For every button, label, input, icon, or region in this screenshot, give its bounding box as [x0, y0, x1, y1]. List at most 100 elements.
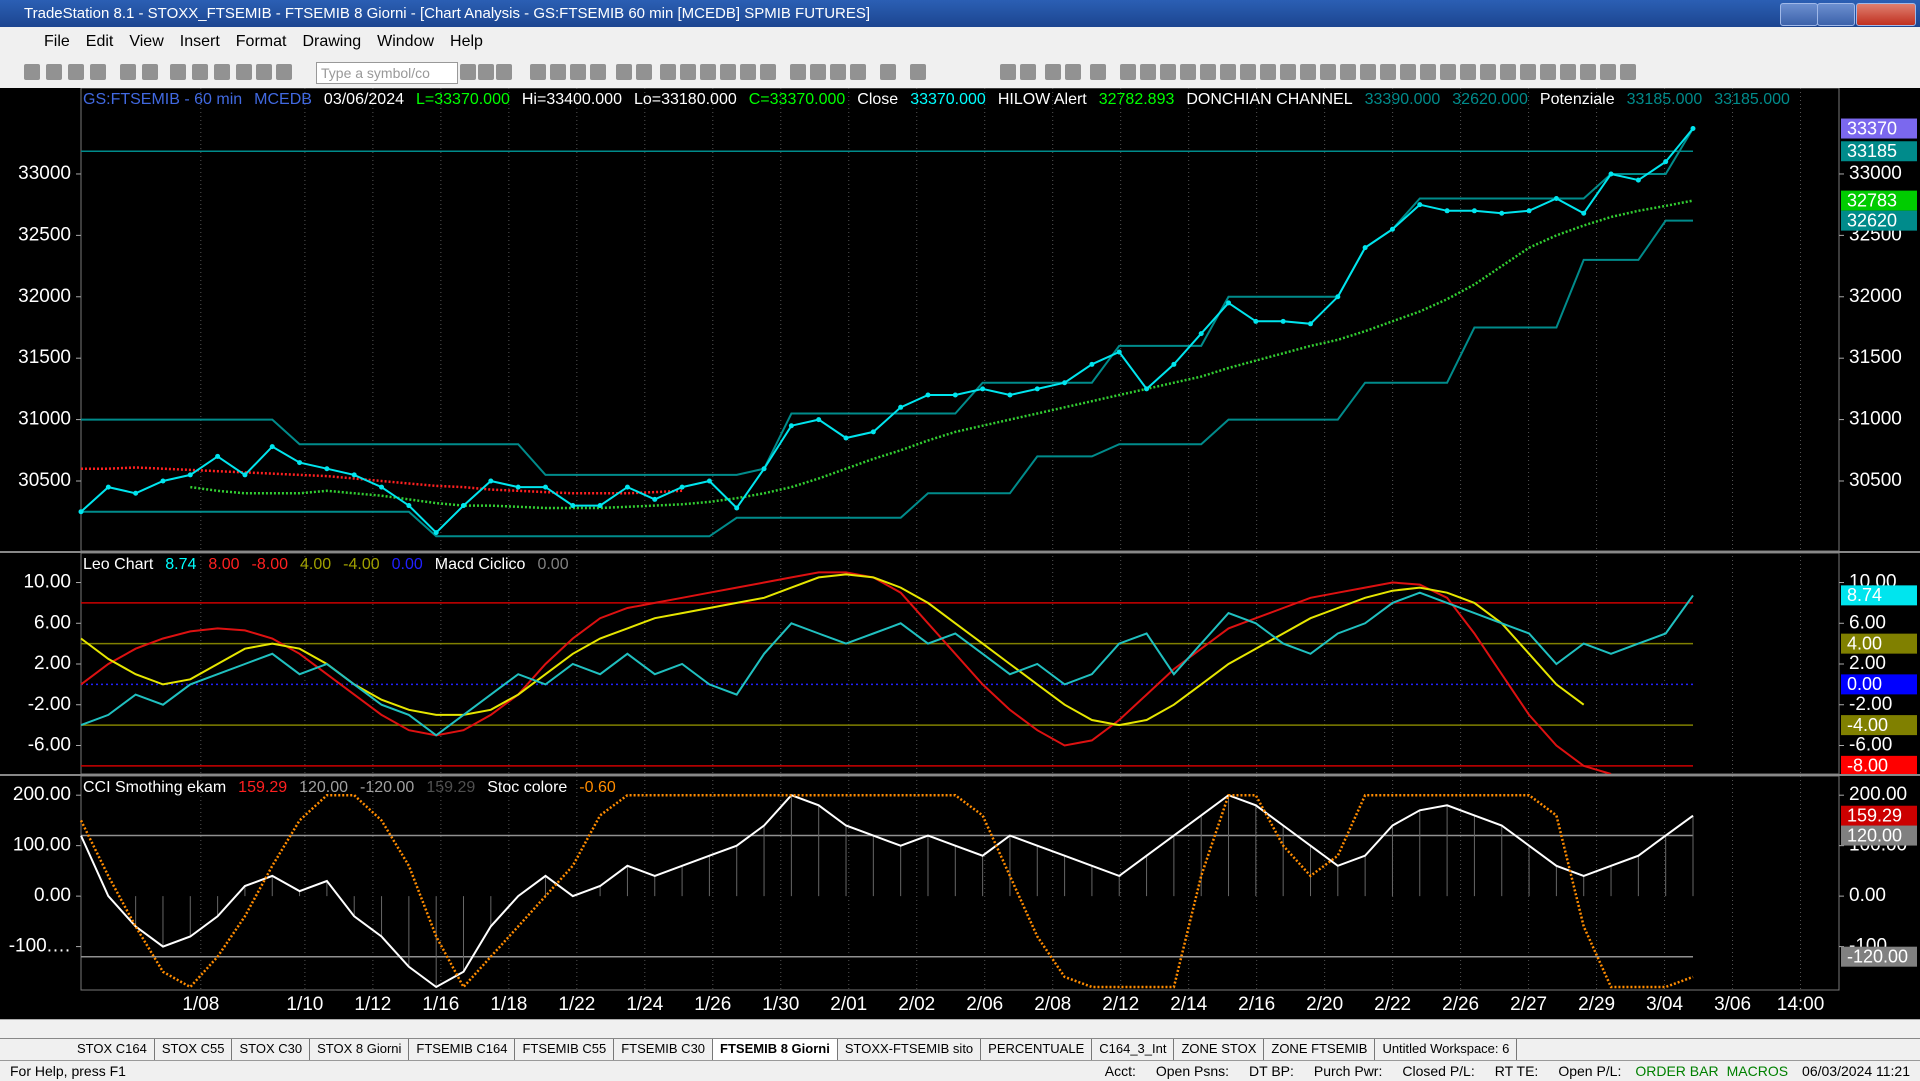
toolbar-button[interactable]	[616, 64, 632, 80]
workspace-tab[interactable]: STOX 8 Giorni	[310, 1039, 410, 1060]
maximize-button[interactable]	[1817, 3, 1855, 26]
toolbar-button[interactable]	[170, 64, 186, 80]
toolbar-button[interactable]	[1620, 64, 1636, 80]
toolbar-button[interactable]	[1360, 64, 1376, 80]
toolbar-button[interactable]	[1600, 64, 1616, 80]
toolbar-button[interactable]	[700, 64, 716, 80]
workspace-tab[interactable]: STOX C164	[70, 1039, 155, 1060]
toolbar-button[interactable]	[1260, 64, 1276, 80]
toolbar-button[interactable]	[276, 64, 292, 80]
toolbar-button[interactable]	[660, 64, 676, 80]
menu-item[interactable]: Edit	[85, 33, 114, 50]
toolbar-button[interactable]	[1065, 64, 1081, 80]
menu-item[interactable]: Insert	[179, 33, 220, 50]
toolbar-button[interactable]	[1180, 64, 1196, 80]
toolbar-button[interactable]	[550, 64, 566, 80]
toolbar-button[interactable]	[1120, 64, 1136, 80]
workspace-tab[interactable]: ZONE STOX	[1174, 1039, 1265, 1060]
toolbar-button[interactable]	[790, 64, 806, 80]
toolbar-button[interactable]	[214, 64, 230, 80]
status-bar: For Help, press F1 Acct: Open Psns: DT BP: P…	[0, 1060, 1920, 1081]
workspace-tab[interactable]: Untitled Workspace: 6	[1375, 1039, 1518, 1060]
toolbar-button[interactable]	[1200, 64, 1216, 80]
toolbar-button[interactable]	[1340, 64, 1356, 80]
toolbar-button[interactable]	[192, 64, 208, 80]
toolbar-button[interactable]	[460, 64, 476, 80]
toolbar-button[interactable]	[760, 64, 776, 80]
toolbar-button[interactable]	[910, 64, 926, 80]
workspace-tab[interactable]: STOX C30	[232, 1039, 311, 1060]
toolbar-button[interactable]	[1500, 64, 1516, 80]
toolbar-button[interactable]	[570, 64, 586, 80]
value-box-label: 0.00	[1847, 674, 1882, 694]
toolbar-button[interactable]	[1090, 64, 1106, 80]
minimize-button[interactable]	[1780, 3, 1818, 26]
close-button[interactable]	[1856, 3, 1916, 26]
workspace-tab[interactable]: FTSEMIB C55	[515, 1039, 615, 1060]
price-dot	[133, 490, 139, 496]
toolbar-button[interactable]	[142, 64, 158, 80]
toolbar-button[interactable]	[496, 64, 512, 80]
toolbar-button[interactable]	[68, 64, 84, 80]
toolbar-button[interactable]	[1140, 64, 1156, 80]
menu-item[interactable]: View	[129, 33, 164, 50]
toolbar-button[interactable]	[256, 64, 272, 80]
toolbar-button[interactable]	[120, 64, 136, 80]
toolbar-button[interactable]	[1320, 64, 1336, 80]
workspace-tab[interactable]: ZONE FTSEMIB	[1264, 1039, 1376, 1060]
menu-item[interactable]: Format	[235, 33, 287, 50]
workspace-tab[interactable]: FTSEMIB C164	[409, 1039, 516, 1060]
scrollbar[interactable]	[0, 1019, 1920, 1039]
toolbar-button[interactable]	[1045, 64, 1061, 80]
workspace-tab[interactable]: C164_3_Int	[1092, 1039, 1175, 1060]
toolbar-button[interactable]	[850, 64, 866, 80]
toolbar-button[interactable]	[720, 64, 736, 80]
symbol-input[interactable]: Type a symbol/co	[316, 62, 458, 84]
price-dot	[433, 530, 439, 536]
menu-item[interactable]: File	[44, 33, 70, 50]
toolbar-button[interactable]	[740, 64, 756, 80]
toolbar-button[interactable]	[810, 64, 826, 80]
toolbar-button[interactable]	[590, 64, 606, 80]
toolbar-button[interactable]	[1460, 64, 1476, 80]
workspace-tab[interactable]: FTSEMIB C30	[614, 1039, 714, 1060]
toolbar-button[interactable]	[1220, 64, 1236, 80]
toolbar-button[interactable]	[1280, 64, 1296, 80]
toolbar-button[interactable]	[530, 64, 546, 80]
toolbar-button[interactable]	[880, 64, 896, 80]
toolbar-button[interactable]	[1440, 64, 1456, 80]
toolbar-button[interactable]	[90, 64, 106, 80]
workspace-tab[interactable]: FTSEMIB 8 Giorni	[713, 1039, 838, 1060]
toolbar-button[interactable]	[1420, 64, 1436, 80]
toolbar-button[interactable]	[1240, 64, 1256, 80]
toolbar-button[interactable]	[1000, 64, 1016, 80]
workspace-tab[interactable]: STOXX-FTSEMIB sito	[838, 1039, 982, 1060]
toolbar-button[interactable]	[1380, 64, 1396, 80]
price-dot	[1526, 208, 1532, 214]
toolbar-button[interactable]	[680, 64, 696, 80]
status-field: Open P/L:	[1558, 1063, 1622, 1079]
status-field: Purch Pwr:	[1313, 1063, 1383, 1079]
toolbar-button[interactable]	[1400, 64, 1416, 80]
menu-item[interactable]: Drawing	[302, 33, 362, 50]
toolbar-button[interactable]	[636, 64, 652, 80]
workspace-tab[interactable]: PERCENTUALE	[981, 1039, 1093, 1060]
workspace-tab[interactable]: STOX C55	[155, 1039, 233, 1060]
toolbar-button[interactable]	[1480, 64, 1496, 80]
toolbar-button[interactable]	[830, 64, 846, 80]
price-dot	[898, 404, 904, 410]
toolbar-button[interactable]	[1160, 64, 1176, 80]
toolbar-button[interactable]	[1300, 64, 1316, 80]
toolbar-button[interactable]	[46, 64, 62, 80]
toolbar-button[interactable]	[24, 64, 40, 80]
toolbar-button[interactable]	[1560, 64, 1576, 80]
menu-item[interactable]: Window	[377, 33, 435, 50]
toolbar-button[interactable]	[236, 64, 252, 80]
toolbar-button[interactable]	[478, 64, 494, 80]
series-line	[81, 219, 1693, 538]
toolbar-button[interactable]	[1020, 64, 1036, 80]
toolbar-button[interactable]	[1580, 64, 1596, 80]
toolbar-button[interactable]	[1540, 64, 1556, 80]
toolbar-button[interactable]	[1520, 64, 1536, 80]
menu-item[interactable]: Help	[450, 33, 483, 50]
